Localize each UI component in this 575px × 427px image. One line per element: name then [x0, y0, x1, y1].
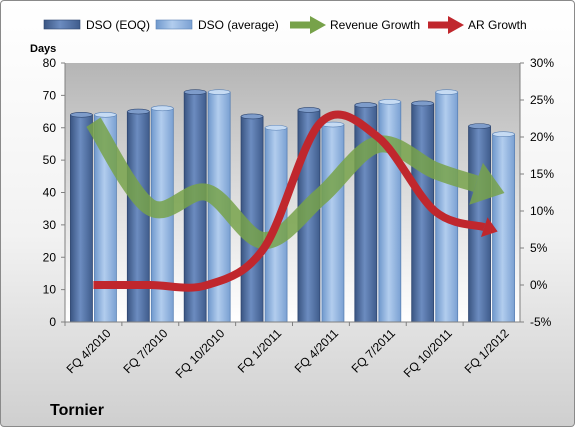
- right-tick-label: 5%: [530, 241, 548, 255]
- legend-label-2: Revenue Growth: [330, 18, 420, 32]
- right-tick-label: 20%: [530, 130, 554, 144]
- legend-label-3: AR Growth: [468, 18, 527, 32]
- right-tick-label: 10%: [530, 204, 554, 218]
- bar-cap-1-1: [151, 105, 174, 112]
- bar-cap-0-0: [70, 112, 93, 118]
- right-tick-label: -5%: [530, 315, 552, 329]
- bar-cap-1-6: [435, 89, 458, 95]
- bar-cap-0-4: [297, 107, 321, 113]
- right-tick-label: 0%: [530, 278, 548, 292]
- category-label: FQ 1/2011: [235, 326, 285, 376]
- bar-cap-0-7: [468, 123, 491, 129]
- category-label: FQ 10/2010: [173, 326, 228, 381]
- bar-cap-0-5: [354, 102, 378, 108]
- left-tick-label: 40: [43, 186, 57, 200]
- legend-symbol-1: [155, 19, 193, 30]
- bar-dso-average-5: [378, 101, 402, 323]
- line-layer: [86, 110, 505, 292]
- ar-growth-arrowhead: [481, 217, 498, 238]
- left-axis-title: Days: [30, 43, 56, 55]
- ar-growth-line: [93, 110, 486, 292]
- legend: DSO (EOQ) DSO (average) Revenue Growth AR G…: [43, 16, 527, 34]
- company-name: Tornier: [50, 402, 104, 419]
- bar-dso-eoq-1: [126, 111, 150, 323]
- left-tick-label: 0: [49, 315, 56, 329]
- bar-cap-1-7: [492, 131, 515, 138]
- revenue-growth-arrowhead: [469, 162, 505, 205]
- bar-cap-1-5: [378, 99, 402, 105]
- bar-cap-1-0: [94, 112, 117, 118]
- left-tick-label: 70: [43, 88, 57, 102]
- left-tick-label: 80: [43, 56, 57, 70]
- left-tick-label: 60: [43, 121, 57, 135]
- bar-cap-1-2: [207, 89, 231, 95]
- bar-cap-0-6: [411, 100, 434, 107]
- category-label: FQ 7/2010: [120, 326, 170, 376]
- legend-symbol-3: [428, 16, 464, 34]
- axes-layer: [61, 62, 524, 326]
- category-label: FQ 4/2011: [292, 326, 342, 376]
- right-tick-label: 25%: [530, 93, 554, 107]
- bar-dso-eoq-6: [411, 103, 435, 323]
- left-tick-label: 20: [43, 250, 57, 264]
- category-label: FQ 4/2010: [64, 326, 114, 376]
- legend-label-1: DSO (average): [198, 18, 279, 32]
- left-tick-label: 30: [43, 218, 57, 232]
- left-tick-label: 50: [43, 153, 57, 167]
- bar-dso-average-4: [321, 124, 345, 323]
- left-tick-label: 10: [43, 283, 57, 297]
- legend-symbol-0: [43, 19, 81, 30]
- revenue-growth-line: [86, 117, 479, 250]
- bar-cap-0-3: [240, 113, 264, 120]
- category-label: FQ 1/2012: [462, 326, 512, 376]
- category-label: FQ 7/2011: [349, 326, 399, 376]
- legend-symbol-2: [290, 16, 326, 34]
- category-label: FQ 10/2011: [401, 326, 455, 380]
- bar-dso-average-6: [435, 91, 459, 323]
- bar-cap-0-1: [127, 108, 150, 115]
- bar-cap-1-3: [264, 124, 288, 131]
- bar-cap-0-2: [183, 89, 207, 95]
- bar-dso-average-7: [492, 133, 515, 323]
- right-tick-label: 15%: [530, 167, 554, 181]
- bar-dso-eoq-0: [70, 114, 93, 323]
- right-tick-label: 30%: [530, 56, 554, 70]
- legend-label-0: DSO (EOQ): [86, 18, 150, 32]
